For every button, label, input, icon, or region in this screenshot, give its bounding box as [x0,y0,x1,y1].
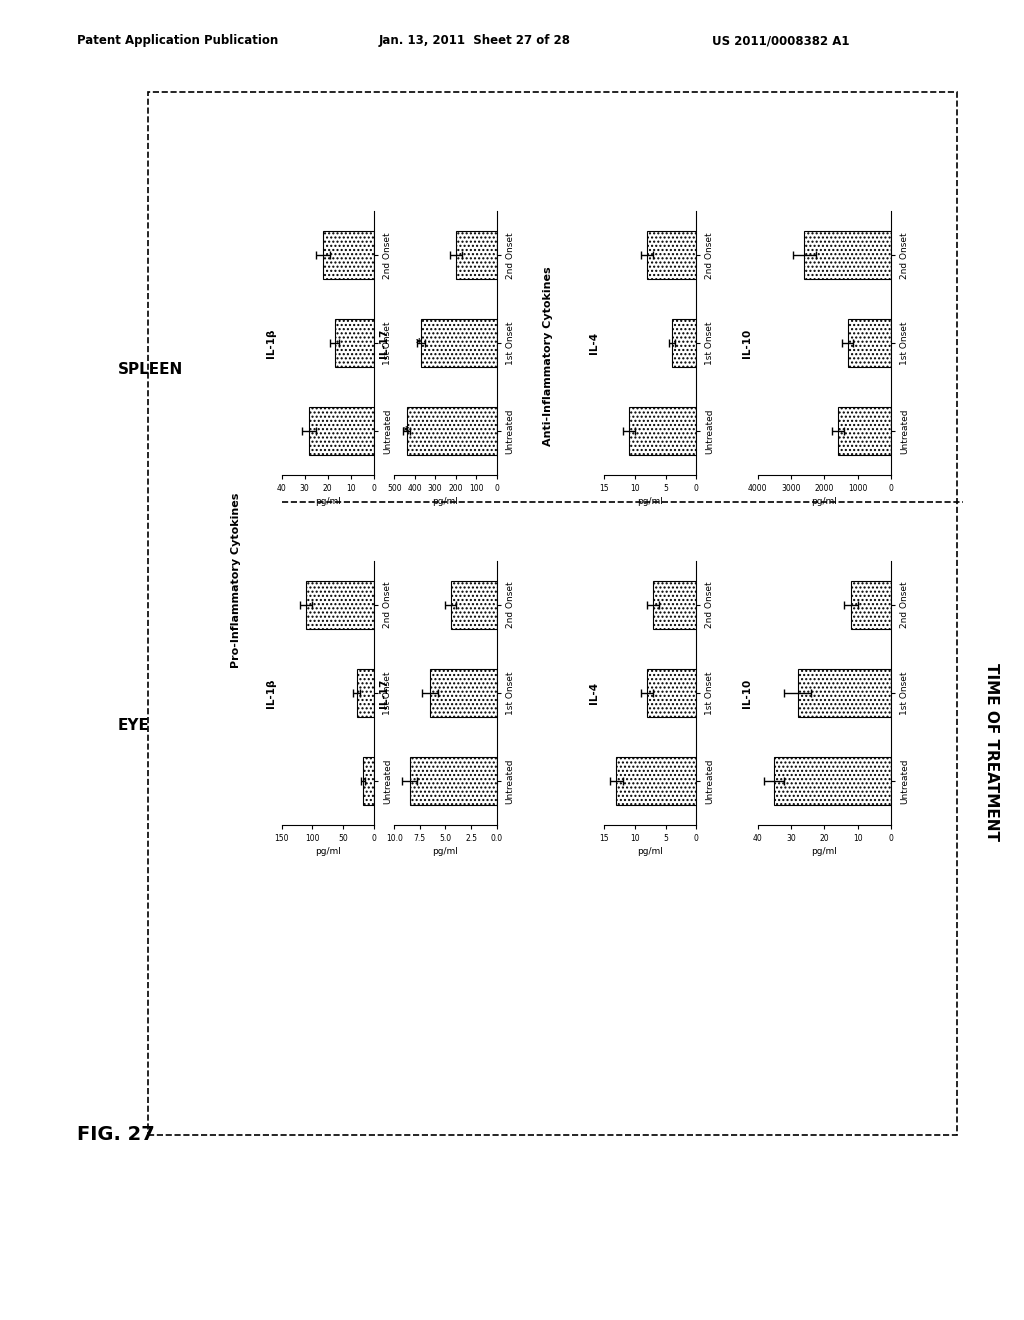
X-axis label: pg/ml: pg/ml [314,498,341,507]
Bar [309,407,374,455]
X-axis label: pg/ml: pg/ml [637,498,664,507]
Bar [629,407,696,455]
Text: Pro-Inflammatory Cytokines: Pro-Inflammatory Cytokines [230,494,241,668]
Bar [430,669,497,717]
Bar [324,231,374,280]
Y-axis label: IL-10: IL-10 [742,329,753,358]
Text: Patent Application Publication: Patent Application Publication [77,34,279,48]
Bar [335,319,374,367]
Bar [356,669,374,717]
X-axis label: pg/ml: pg/ml [432,847,459,857]
Text: Anti-Inflammatory Cytokines: Anti-Inflammatory Cytokines [543,267,553,446]
Bar [848,319,891,367]
Text: EYE: EYE [118,718,150,734]
Bar [653,581,696,630]
Bar [647,231,696,280]
Text: *: * [402,425,409,438]
X-axis label: pg/ml: pg/ml [432,498,459,507]
Bar [805,231,891,280]
X-axis label: pg/ml: pg/ml [314,847,341,857]
Bar [798,669,891,717]
Y-axis label: IL-17: IL-17 [379,329,389,358]
Text: SPLEEN: SPLEEN [118,362,183,378]
Bar [451,581,497,630]
Bar [616,756,696,805]
Y-axis label: IL-1β: IL-1β [266,678,276,708]
Y-axis label: IL-4: IL-4 [589,333,599,354]
Bar [774,756,891,805]
Bar [456,231,497,280]
Bar [410,756,497,805]
Bar [306,581,374,630]
Bar [647,669,696,717]
Text: *: * [416,337,422,350]
Bar [407,407,497,455]
Text: US 2011/0008382 A1: US 2011/0008382 A1 [712,34,849,48]
Y-axis label: IL-17: IL-17 [379,678,389,708]
Y-axis label: IL-10: IL-10 [742,678,753,708]
Text: TIME OF TREATMENT: TIME OF TREATMENT [984,664,998,841]
Text: FIG. 27: FIG. 27 [77,1125,155,1143]
X-axis label: pg/ml: pg/ml [811,847,838,857]
X-axis label: pg/ml: pg/ml [811,498,838,507]
Bar [421,319,497,367]
Text: Jan. 13, 2011  Sheet 27 of 28: Jan. 13, 2011 Sheet 27 of 28 [379,34,571,48]
Bar [838,407,891,455]
Y-axis label: IL-4: IL-4 [589,682,599,704]
Y-axis label: IL-1β: IL-1β [266,329,276,358]
Bar [362,756,374,805]
Bar [672,319,696,367]
X-axis label: pg/ml: pg/ml [637,847,664,857]
Bar [851,581,891,630]
